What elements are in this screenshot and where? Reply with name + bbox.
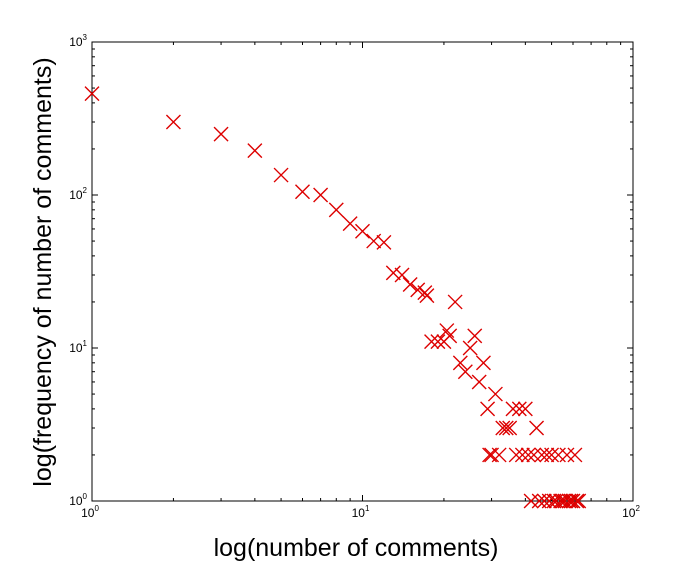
tick-exponent: 0 xyxy=(83,492,88,501)
data-point-marker xyxy=(523,493,539,509)
x-axis-label: log(number of comments) xyxy=(214,534,499,562)
data-point-marker xyxy=(328,202,344,218)
data-point-marker xyxy=(511,401,527,417)
data-point-marker xyxy=(569,493,585,509)
data-point-marker xyxy=(394,267,410,283)
y-tick-label: 100 xyxy=(69,492,87,508)
y-tick-label: 102 xyxy=(69,186,87,202)
data-point-marker xyxy=(457,364,473,380)
data-point-marker xyxy=(514,447,530,463)
data-points xyxy=(84,86,587,509)
axis-ticks xyxy=(91,41,634,502)
tick-exponent: 1 xyxy=(83,339,88,348)
data-point-marker xyxy=(529,420,545,436)
data-point-marker xyxy=(544,447,560,463)
data-point-marker xyxy=(498,420,514,436)
data-point-marker xyxy=(247,143,263,159)
data-point-marker xyxy=(484,447,500,463)
data-point-marker xyxy=(273,167,289,183)
y-axis-label: log(frequency of number of comments) xyxy=(29,57,57,486)
data-point-marker xyxy=(487,386,503,402)
data-point-marker xyxy=(517,401,533,417)
data-point-marker xyxy=(452,355,468,371)
data-point-marker xyxy=(557,493,573,509)
data-point-marker xyxy=(467,328,483,344)
tick-base: 10 xyxy=(622,506,636,520)
data-point-marker xyxy=(294,184,310,200)
plot-area-border xyxy=(91,41,634,502)
tick-exponent: 3 xyxy=(83,33,88,42)
tick-exponent: 0 xyxy=(94,504,99,513)
data-point-marker xyxy=(313,187,329,203)
data-point-marker xyxy=(541,493,557,509)
data-point-marker xyxy=(563,493,579,509)
data-point-marker xyxy=(526,447,542,463)
data-point-marker xyxy=(539,447,555,463)
data-point-marker xyxy=(213,126,229,142)
data-point-marker xyxy=(424,334,440,350)
data-point-marker xyxy=(508,447,524,463)
data-point-marker xyxy=(471,374,487,390)
x-tick-label: 100 xyxy=(81,504,99,520)
data-point-marker xyxy=(565,493,581,509)
data-point-marker xyxy=(430,334,446,350)
data-point-marker xyxy=(447,294,463,310)
data-point-marker xyxy=(439,323,455,339)
tick-base: 10 xyxy=(352,506,366,520)
data-point-marker xyxy=(376,234,392,250)
data-point-marker xyxy=(419,288,435,304)
y-tick-label: 103 xyxy=(69,33,87,49)
x-tick-label: 102 xyxy=(622,504,640,520)
data-point-marker xyxy=(355,223,370,239)
data-point-marker xyxy=(84,86,100,102)
data-point-marker xyxy=(480,401,496,417)
y-tick-label: 101 xyxy=(69,339,87,355)
tick-base: 10 xyxy=(81,506,95,520)
data-point-marker xyxy=(402,277,418,293)
plot-frame xyxy=(91,41,634,502)
tick-base: 10 xyxy=(69,341,83,355)
data-point-marker xyxy=(165,114,181,130)
data-point-marker xyxy=(495,420,511,436)
data-point-marker xyxy=(491,447,507,463)
tick-exponent: 1 xyxy=(365,504,370,513)
tick-base: 10 xyxy=(69,494,83,508)
data-point-marker xyxy=(385,265,401,281)
tick-exponent: 2 xyxy=(635,504,640,513)
data-point-marker xyxy=(462,340,478,356)
data-point-marker xyxy=(520,447,536,463)
x-tick-label: 101 xyxy=(352,504,370,520)
tick-exponent: 2 xyxy=(83,186,88,195)
data-point-marker xyxy=(567,447,583,463)
data-point-marker xyxy=(505,401,521,417)
data-point-marker xyxy=(559,447,575,463)
data-point-marker xyxy=(475,355,491,371)
data-point-marker xyxy=(502,420,518,436)
data-point-marker xyxy=(342,216,358,232)
tick-base: 10 xyxy=(69,188,83,202)
data-point-marker xyxy=(442,328,458,344)
tick-base: 10 xyxy=(69,35,83,49)
data-point-marker xyxy=(571,493,587,509)
